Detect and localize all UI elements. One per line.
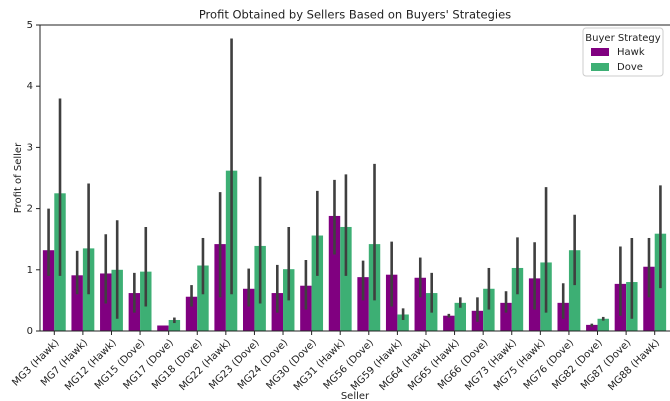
bar xyxy=(586,324,598,331)
y-tick-label: 4 xyxy=(27,81,33,92)
y-tick-label: 5 xyxy=(27,20,33,31)
chart-title: Profit Obtained by Sellers Based on Buye… xyxy=(199,8,511,22)
bar xyxy=(168,319,181,331)
legend-swatch xyxy=(591,48,609,56)
x-tick-label: MG23 (Dove) xyxy=(207,337,261,391)
bar xyxy=(157,325,169,331)
x-tick-label: MG15 (Dove) xyxy=(93,337,147,391)
x-tick-label: MG76 (Dove) xyxy=(522,337,576,391)
x-tick-label: MG24 (Dove) xyxy=(236,337,290,391)
x-tick-label: MG56 (Dove) xyxy=(322,337,376,391)
x-tick-label: MG18 (Dove) xyxy=(150,337,204,391)
axes-frame xyxy=(39,24,670,332)
x-tick-label: MG17 (Dove) xyxy=(121,337,175,391)
bar xyxy=(511,267,524,331)
bar xyxy=(185,296,198,331)
bar xyxy=(340,226,352,331)
bar xyxy=(643,266,655,331)
y-tick-label: 0 xyxy=(27,326,33,337)
bar xyxy=(414,277,426,331)
x-axis-label: Seller xyxy=(341,391,370,401)
legend-swatch xyxy=(591,63,609,71)
bar xyxy=(397,314,409,331)
legend-title: Buyer Strategy xyxy=(585,33,660,44)
bar xyxy=(197,265,209,331)
bar xyxy=(42,250,55,331)
y-tick-label: 2 xyxy=(27,204,33,215)
x-tick-label: MG30 (Dove) xyxy=(264,337,318,391)
bar xyxy=(443,315,455,331)
bar xyxy=(242,288,255,331)
bar xyxy=(454,302,467,331)
x-tick-label: MG66 (Dove) xyxy=(436,337,490,391)
legend-label: Dove xyxy=(617,62,643,73)
x-tick-label: MG82 (Dove) xyxy=(550,337,604,391)
y-axis-label: Profit of Seller xyxy=(13,142,24,213)
bar xyxy=(311,235,324,331)
bar xyxy=(483,288,495,331)
bar xyxy=(328,215,341,331)
y-tick-label: 1 xyxy=(27,265,33,276)
bar xyxy=(71,275,83,331)
bar xyxy=(357,277,369,331)
x-tick-label: MG87 (Dove) xyxy=(579,337,633,391)
legend-label: Hawk xyxy=(617,47,645,58)
y-tick-label: 3 xyxy=(27,142,33,153)
bar xyxy=(500,302,512,331)
bar xyxy=(568,250,581,331)
x-tick-label: MG88 (Hawk) xyxy=(606,337,662,393)
bar xyxy=(597,318,609,331)
